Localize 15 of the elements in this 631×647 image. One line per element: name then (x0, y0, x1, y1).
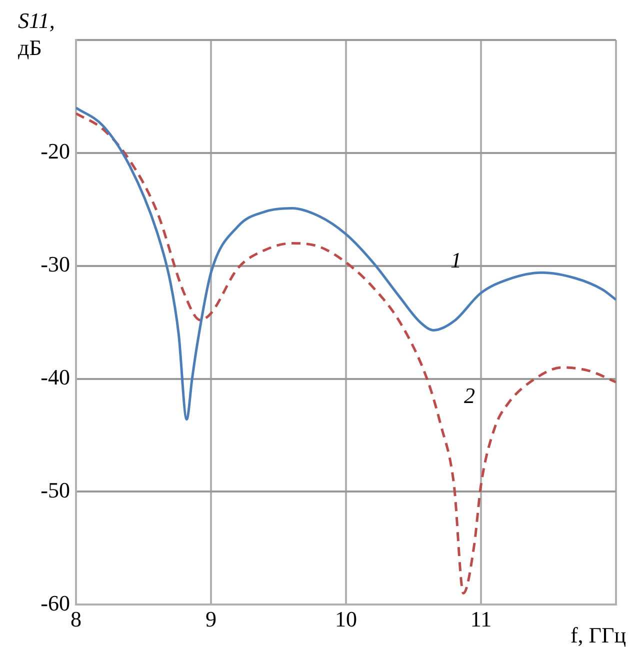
y-tick-label: -60 (40, 590, 70, 616)
series-label: 1 (450, 248, 462, 273)
x-tick-label: 8 (70, 606, 82, 632)
y-tick-label: -40 (40, 364, 70, 390)
line-series (76, 106, 616, 421)
x-tick-label: 11 (470, 606, 492, 632)
series-label: 2 (464, 383, 475, 408)
x-tick-label: 9 (206, 606, 216, 632)
x-axis-title: f, ГГц (570, 622, 626, 647)
y-tick-label: -50 (40, 477, 70, 502)
y-tick-label: -30 (40, 252, 70, 277)
y-tick-label: -20 (40, 138, 70, 164)
y-axis-title: S11, дБ (18, 8, 55, 60)
line-series (76, 112, 616, 595)
x-tick-label: 10 (335, 606, 357, 632)
